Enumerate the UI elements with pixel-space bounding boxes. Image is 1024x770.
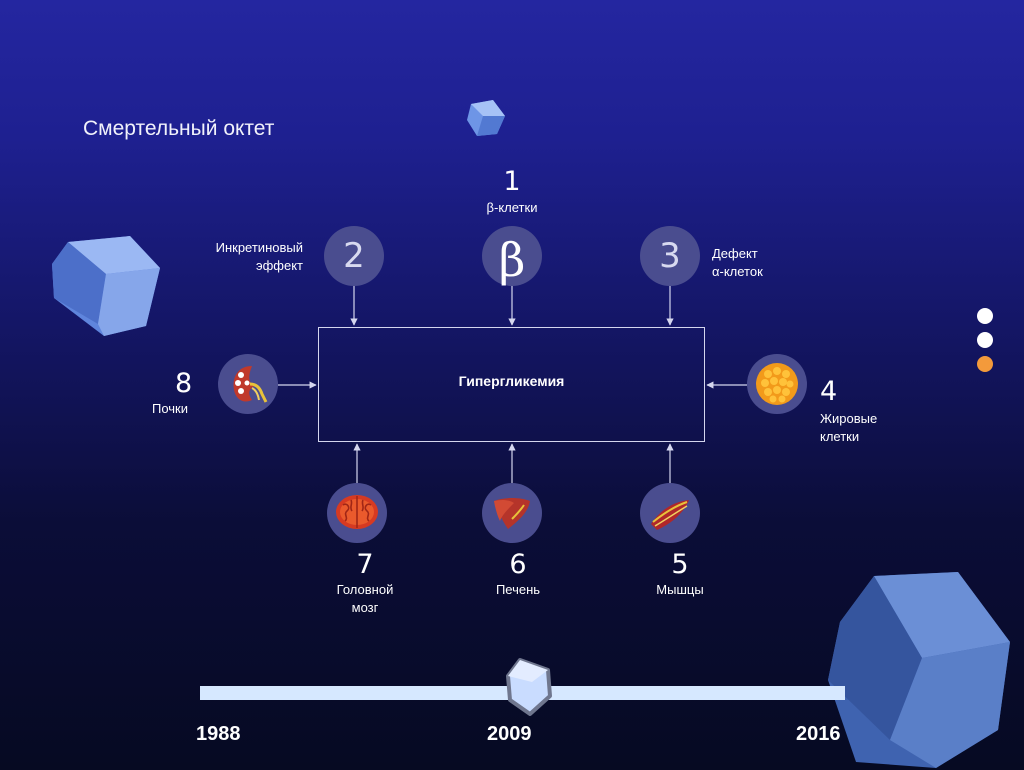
beta-glyph: β [498,233,526,287]
hyperglycemia-box: Гипергликемия [318,327,705,442]
number-2-circle-icon: 2 [324,226,384,286]
pagination-dot-1[interactable] [977,308,993,324]
node-7-label: Головной мозг [337,581,394,617]
node-4-label-line-1: Жировые [820,411,878,426]
liver-icon [482,483,542,543]
node-5-number: 5 [671,549,689,580]
node-7-number: 7 [356,549,374,580]
node-4-label-line-2: клетки [820,429,860,444]
pagination-dot-3-active[interactable] [977,356,993,372]
timeline-handle-icon[interactable] [502,656,556,718]
node-6-number: 6 [509,549,527,580]
node-1-number: 1 [503,166,521,197]
node-2-label-line-2: эффект [255,258,303,273]
hyperglycemia-label: Гипергликемия [458,372,565,389]
fat-cell-icon [747,354,807,414]
crystal-decoration-small-top [467,100,505,136]
pagination-dot-2[interactable] [977,332,993,348]
node-2-number: 2 [343,236,365,276]
node-3-label-line-1: Дефект [712,246,758,261]
node-8-number: 8 [175,368,193,399]
beta-symbol-icon: β [482,226,542,286]
node-7-label-line-1: Головной [336,582,394,597]
node-2-label: Инкретиновый эффект [190,239,303,275]
timeline-year-2009[interactable]: 2009 [487,723,532,745]
crystal-decoration-large-bottom-right [828,572,1010,768]
node-4-label: Жировые клетки [820,410,877,446]
node-3-label: Дефект α-клеток [712,245,763,281]
node-3-number: 3 [659,236,681,276]
crystal-decoration-large-left [52,236,160,336]
brain-icon [327,483,387,543]
timeline-year-1988[interactable]: 1988 [196,723,241,745]
node-7-label-line-2: мозг [351,600,379,615]
timeline-year-2016[interactable]: 2016 [796,723,841,745]
kidney-icon [218,354,278,414]
node-8-label: Почки [152,401,189,416]
node-1-label: β-клетки [486,200,538,215]
node-6-label: Печень [495,582,541,597]
node-3-label-line-2: α-клеток [712,264,763,279]
node-4-number: 4 [820,376,838,407]
node-2-label-line-1: Инкретиновый [215,240,303,255]
muscle-icon [640,483,700,543]
node-5-label: Мышцы [656,582,704,597]
number-3-circle-icon: 3 [640,226,700,286]
page-title: Смертельный октет [83,117,275,140]
